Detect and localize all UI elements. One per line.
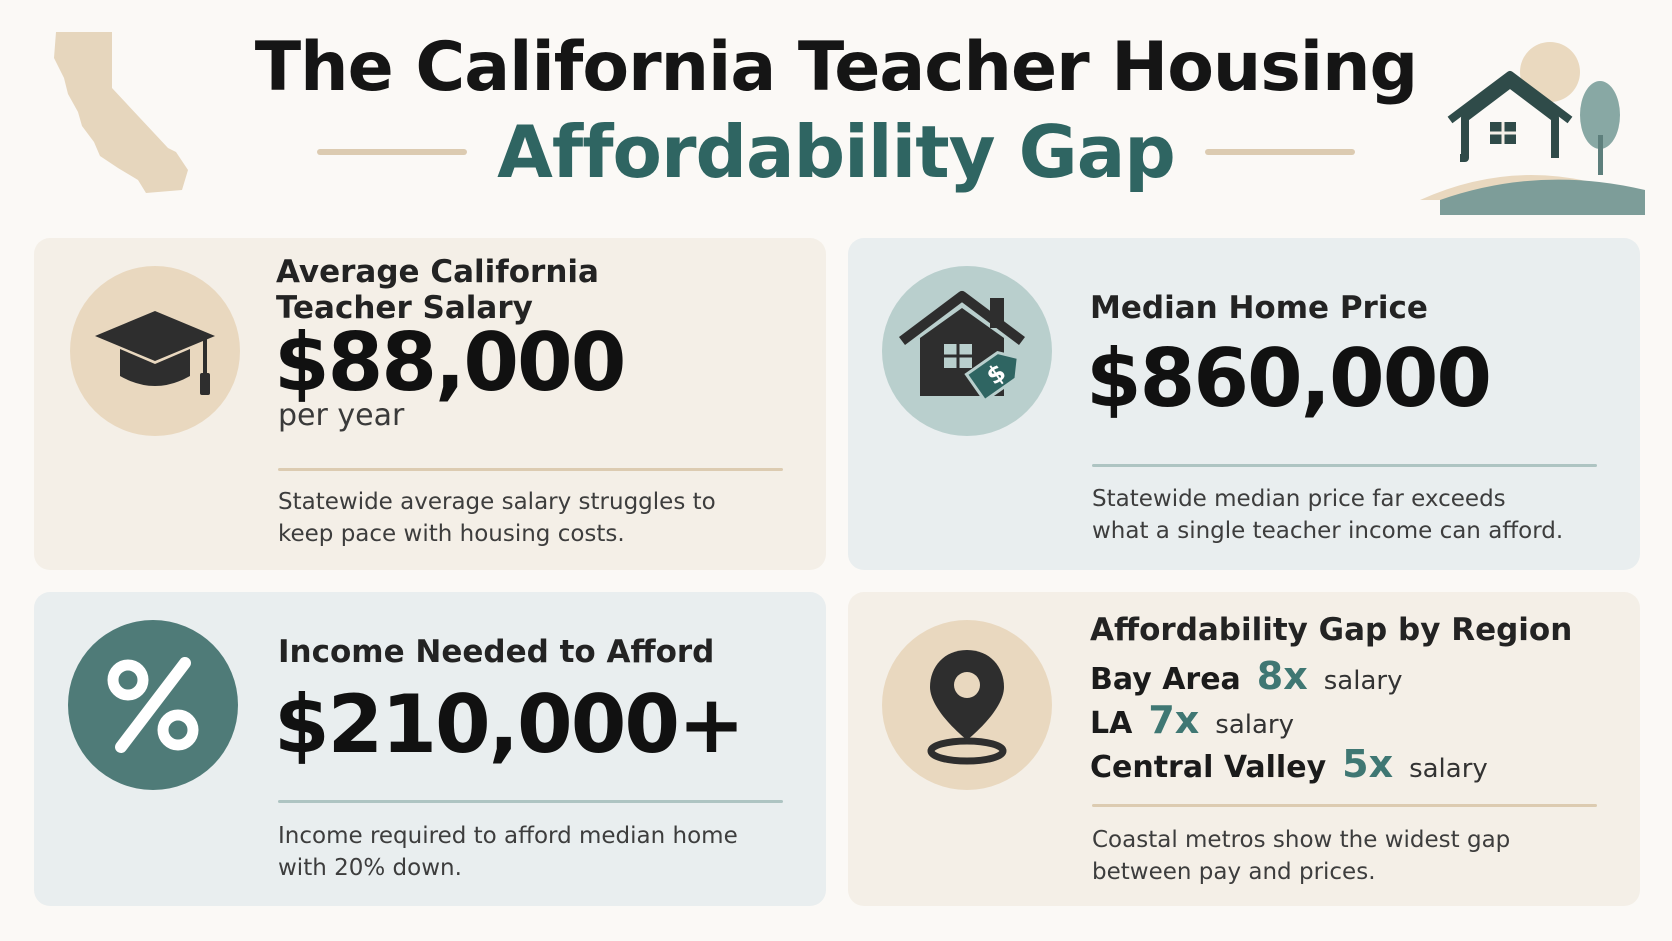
house-price-tag-icon: $ [899, 291, 1025, 403]
graduation-cap-icon [95, 311, 215, 395]
header: The California Teacher Housing Affordabi… [0, 0, 1672, 230]
home-price-label: Median Home Price [1090, 290, 1428, 326]
region-multiplier: 8x [1256, 654, 1308, 698]
income-value: $210,000+ [274, 678, 745, 771]
salary-unit: per year [278, 398, 405, 433]
region-name: Bay Area [1090, 662, 1241, 697]
region-row-bay-area: Bay Area 8x salary [1090, 654, 1402, 698]
home-price-icon-circle: $ [882, 266, 1052, 436]
home-price-value: $860,000 [1086, 332, 1492, 425]
income-needed-card: Income Needed to Afford $210,000+ Income… [34, 592, 826, 906]
region-name: LA [1090, 706, 1133, 741]
salary-label: Average California Teacher Salary [276, 254, 599, 326]
salary-icon-circle [70, 266, 240, 436]
page-subtitle: Affordability Gap [497, 110, 1176, 194]
income-icon-circle [68, 620, 238, 790]
region-suffix: salary [1323, 666, 1403, 696]
income-description: Income required to afford median home wi… [278, 823, 738, 881]
regions-label: Affordability Gap by Region [1090, 612, 1573, 648]
salary-divider [278, 468, 783, 471]
subtitle-row: Affordability Gap [0, 110, 1672, 194]
right-divider [1204, 149, 1355, 155]
income-label: Income Needed to Afford [278, 634, 715, 670]
region-suffix: salary [1215, 710, 1295, 740]
regions-card: Affordability Gap by Region Bay Area 8x … [848, 592, 1640, 906]
salary-description: Statewide average salary struggles to ke… [278, 489, 716, 547]
left-divider [317, 149, 468, 155]
region-name: Central Valley [1090, 750, 1327, 785]
page-title: The California Teacher Housing [254, 28, 1418, 107]
percent-icon [107, 657, 199, 753]
region-multiplier: 7x [1148, 698, 1200, 742]
house-hill-icon [1420, 42, 1645, 215]
region-row-central-valley: Central Valley 5x salary [1090, 742, 1488, 786]
home-price-divider [1092, 464, 1597, 467]
salary-value: $88,000 [274, 316, 626, 409]
home-price-description: Statewide median price far exceeds what … [1092, 486, 1564, 544]
income-divider [278, 800, 783, 803]
region-row-la: LA 7x salary [1090, 698, 1294, 742]
region-suffix: salary [1409, 754, 1488, 784]
regions-divider [1092, 804, 1597, 807]
regions-icon-circle [882, 620, 1052, 790]
california-map-icon [54, 32, 188, 193]
salary-card: Average California Teacher Salary $88,00… [34, 238, 826, 570]
home-price-card: $ Median Home Price $860,000 Statewide m… [848, 238, 1640, 570]
regions-description: Coastal metros show the widest gap betwe… [1092, 827, 1511, 885]
region-multiplier: 5x [1342, 742, 1394, 786]
map-pin-icon [927, 650, 1007, 765]
